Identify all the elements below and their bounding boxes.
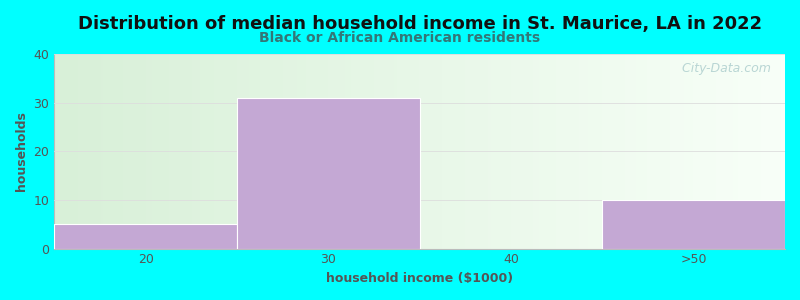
Bar — [54, 224, 237, 249]
X-axis label: household income ($1000): household income ($1000) — [326, 272, 514, 285]
Title: Distribution of median household income in St. Maurice, LA in 2022: Distribution of median household income … — [78, 15, 762, 33]
Bar — [237, 98, 420, 249]
Text: City-Data.com: City-Data.com — [674, 62, 770, 75]
Bar — [602, 200, 785, 249]
Text: Black or African American residents: Black or African American residents — [259, 32, 541, 46]
Y-axis label: households: households — [15, 111, 28, 191]
